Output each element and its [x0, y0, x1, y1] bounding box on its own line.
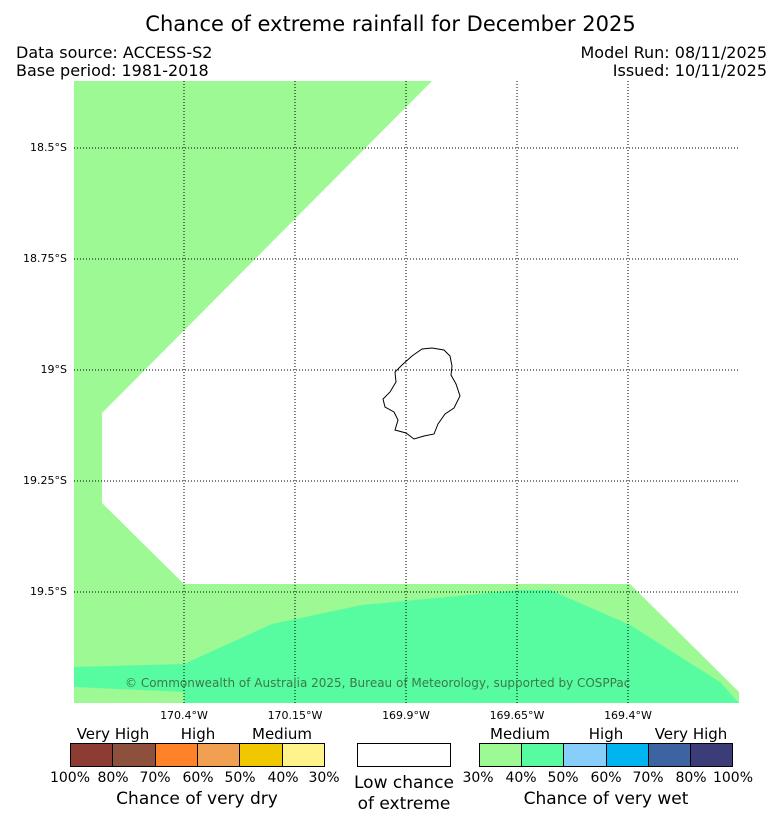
- wet-swatch: [521, 744, 564, 766]
- wet-swatch: [480, 744, 522, 766]
- dry-swatch: [281, 744, 324, 766]
- data-source-label: Data source: ACCESS-S2: [16, 43, 213, 62]
- wet-pct-label: 60%: [590, 770, 622, 786]
- wet-colorbar: [479, 743, 733, 767]
- wet-pct-label: 50%: [547, 770, 579, 786]
- dry-caption: Chance of very dry: [116, 789, 278, 809]
- lat-label: 19.5°S: [30, 585, 67, 598]
- dry-pct-label: 60%: [182, 770, 214, 786]
- wet-pct-label: 70%: [632, 770, 664, 786]
- wet-swatch: [689, 744, 733, 766]
- wet-category-medium: Medium: [490, 725, 550, 743]
- low-chance-caption-2: of extreme: [357, 794, 451, 814]
- dry-pct-label: 80%: [97, 770, 129, 786]
- wet-swatch: [605, 744, 648, 766]
- dry-swatch: [196, 744, 240, 766]
- dry-category-high: High: [180, 725, 216, 743]
- base-period-label: Base period: 1981-2018: [16, 61, 209, 80]
- issued-label: Issued: 10/11/2025: [612, 61, 767, 80]
- lat-label: 19.25°S: [23, 474, 67, 487]
- high-wet-region-south: [74, 590, 739, 703]
- dry-category-very-high: Very High: [76, 725, 150, 743]
- wet-pct-label: 30%: [462, 770, 494, 786]
- medium-wet-region-west: [74, 81, 432, 703]
- map-title: Chance of extreme rainfall for December …: [145, 12, 636, 36]
- lat-label: 18.5°S: [30, 141, 67, 154]
- island-outline: [382, 347, 461, 440]
- low-chance-swatch: [357, 743, 451, 767]
- wet-swatch: [647, 744, 690, 766]
- lon-label: 170.15°W: [267, 709, 323, 722]
- wet-pct-label: 100%: [712, 770, 754, 786]
- dry-pct-label: 40%: [267, 770, 299, 786]
- lon-label: 169.9°W: [382, 709, 430, 722]
- wet-pct-label: 40%: [505, 770, 537, 786]
- dry-colorbar: [70, 743, 325, 767]
- wet-caption: Chance of very wet: [523, 789, 689, 809]
- model-run-label: Model Run: 08/11/2025: [580, 43, 768, 62]
- dry-category-medium: Medium: [252, 725, 312, 743]
- dry-swatch: [154, 744, 197, 766]
- lon-label: 169.4°W: [604, 709, 652, 722]
- low-chance-caption-1: Low chance: [354, 773, 454, 793]
- dry-pct-label: 70%: [139, 770, 171, 786]
- dry-pct-label: 30%: [308, 770, 340, 786]
- dry-pct-label: 50%: [224, 770, 256, 786]
- dry-swatch: [112, 744, 155, 766]
- wet-category-high: High: [588, 725, 624, 743]
- wet-pct-label: 80%: [675, 770, 707, 786]
- lat-label: 19°S: [40, 363, 67, 376]
- lon-label: 170.4°W: [160, 709, 208, 722]
- lon-label: 169.65°W: [489, 709, 545, 722]
- medium-wet-strip: [74, 687, 184, 703]
- lat-label: 18.75°S: [23, 252, 67, 265]
- wet-swatch: [563, 744, 606, 766]
- dry-swatch: [71, 744, 113, 766]
- wet-category-very-high: Very High: [654, 725, 728, 743]
- dry-swatch: [239, 744, 282, 766]
- dry-pct-label: 100%: [49, 770, 91, 786]
- copyright-notice: © Commonwealth of Australia 2025, Bureau…: [125, 676, 631, 690]
